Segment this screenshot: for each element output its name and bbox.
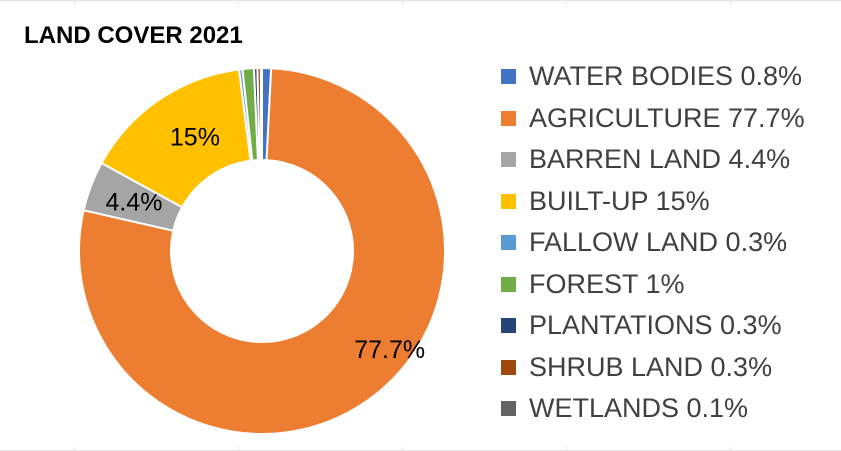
legend-label: WATER BODIES 0.8% xyxy=(529,61,803,92)
legend: WATER BODIES 0.8% AGRICULTURE 77.7% BARREN… xyxy=(501,56,805,430)
legend-item-plantations[interactable]: PLANTATIONS 0.3% xyxy=(501,305,805,347)
donut-chart: 77.7% 4.4% 15% xyxy=(78,66,446,435)
legend-item-built-up[interactable]: BUILT-UP 15% xyxy=(501,181,805,223)
legend-swatch xyxy=(501,276,516,292)
legend-item-water-bodies[interactable]: WATER BODIES 0.8% xyxy=(501,56,805,98)
legend-label: FALLOW LAND 0.3% xyxy=(529,227,788,258)
donut-slice-built-up[interactable] xyxy=(100,68,252,209)
legend-swatch xyxy=(501,359,516,375)
legend-item-forest[interactable]: FOREST 1% xyxy=(501,264,805,306)
legend-item-wetlands[interactable]: WETLANDS 0.1% xyxy=(501,388,805,430)
legend-label: PLANTATIONS 0.3% xyxy=(529,310,782,341)
legend-swatch xyxy=(501,401,516,417)
legend-swatch xyxy=(501,69,516,85)
legend-swatch xyxy=(501,110,516,126)
legend-label: BARREN LAND 4.4% xyxy=(529,144,791,175)
donut-slice-agriculture[interactable] xyxy=(78,67,446,435)
legend-swatch xyxy=(501,235,516,251)
legend-item-barren-land[interactable]: BARREN LAND 4.4% xyxy=(501,139,805,181)
legend-item-agriculture[interactable]: AGRICULTURE 77.7% xyxy=(501,98,805,140)
legend-label: FOREST 1% xyxy=(529,268,685,299)
chart-title: LAND COVER 2021 xyxy=(24,22,243,49)
legend-item-shrub-land[interactable]: SHRUB LAND 0.3% xyxy=(501,347,805,389)
legend-label: AGRICULTURE 77.7% xyxy=(529,102,805,133)
legend-swatch xyxy=(501,193,516,209)
legend-label: BUILT-UP 15% xyxy=(529,185,710,216)
legend-label: WETLANDS 0.1% xyxy=(529,393,749,424)
legend-label: SHRUB LAND 0.3% xyxy=(529,351,773,382)
donut-slice-wetlands[interactable] xyxy=(259,66,263,162)
chart-area[interactable]: LAND COVER 2021 77.7% 4.4% 15% WATER BODIE… xyxy=(4,4,837,447)
data-label-barren-land: 4.4% xyxy=(105,188,162,216)
data-label-agriculture: 77.7% xyxy=(354,336,425,364)
legend-item-fallow-land[interactable]: FALLOW LAND 0.3% xyxy=(501,222,805,264)
legend-swatch xyxy=(501,152,516,168)
sheet-gridline xyxy=(0,0,841,1)
legend-swatch xyxy=(501,318,516,334)
data-label-built-up: 15% xyxy=(170,124,220,152)
